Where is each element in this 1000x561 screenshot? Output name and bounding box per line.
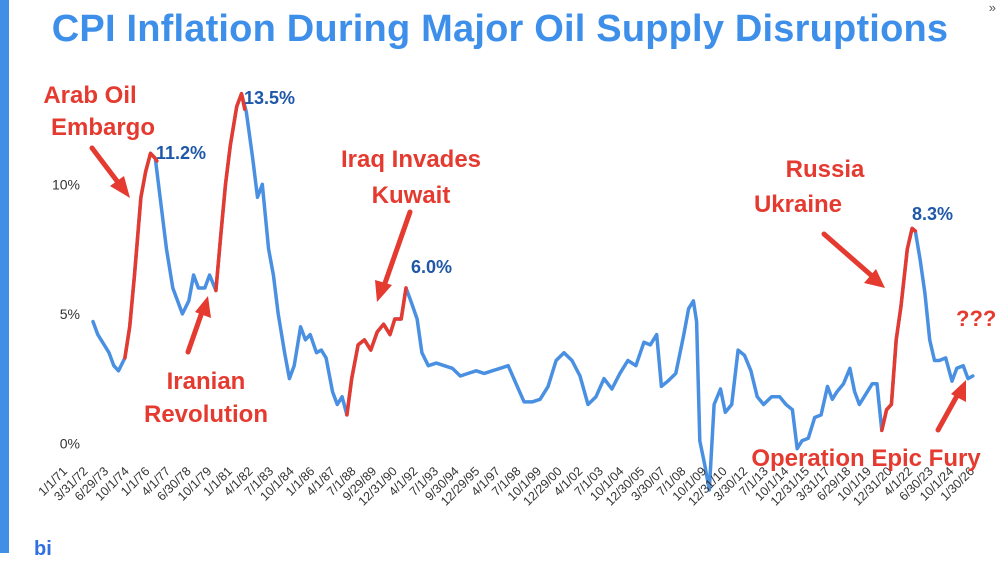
series-line-iranian-revolution [214,91,247,293]
series-layer [91,91,975,492]
peak-label-8-3: 8.3% [912,204,953,224]
left-accent-bar [0,0,9,553]
arrow-epic-fury-head [951,380,966,402]
arrow-russia-head [864,269,885,288]
expand-icon[interactable]: » [988,0,996,15]
annotation-iranian-line1: Iranian [167,368,246,395]
y-axis-ticks: 0% 5% 10% [52,176,80,451]
arrow-arab-oil-head [110,176,130,198]
peak-label-11-2: 11.2% [156,143,206,163]
peak-label-13-5: 13.5% [244,88,295,108]
annotation-epic-fury: Operation Epic Fury [751,445,981,472]
y-tick-label: 5% [60,306,80,322]
arrow-arab-oil [89,145,123,188]
annotation-russia-line1: Russia [786,156,865,183]
annotation-iraq-line1: Iraq Invades [341,146,481,173]
series-line-russia-ukraine [880,226,918,433]
series-line-iraq-invades-kuwait [345,286,408,417]
annotation-arrows [89,145,966,433]
peak-label-6-0: 6.0% [411,257,452,277]
annotation-arab-oil-line1: Arab Oil [43,82,136,109]
arrow-iraq [381,209,413,289]
series-line-arab-oil-embargo [123,151,159,360]
annotation-russia-line2: Ukraine [754,191,842,218]
y-tick-label: 10% [52,176,80,192]
series-line-cpi-yoy [91,91,975,492]
annotation-iranian-line2: Revolution [144,401,268,428]
arrow-epic-fury [935,391,961,433]
annotation-question: ??? [956,306,996,331]
annotation-iraq-line2: Kuwait [372,182,451,209]
arrow-iraq-head [375,280,392,302]
arrow-iranian-head [195,296,211,318]
annotation-arab-oil-line2: Embargo [51,114,155,141]
y-tick-label: 0% [60,435,80,451]
arrow-russia [821,231,875,279]
arrow-iranian [185,309,205,355]
chart-title: CPI Inflation During Major Oil Supply Di… [51,8,949,50]
